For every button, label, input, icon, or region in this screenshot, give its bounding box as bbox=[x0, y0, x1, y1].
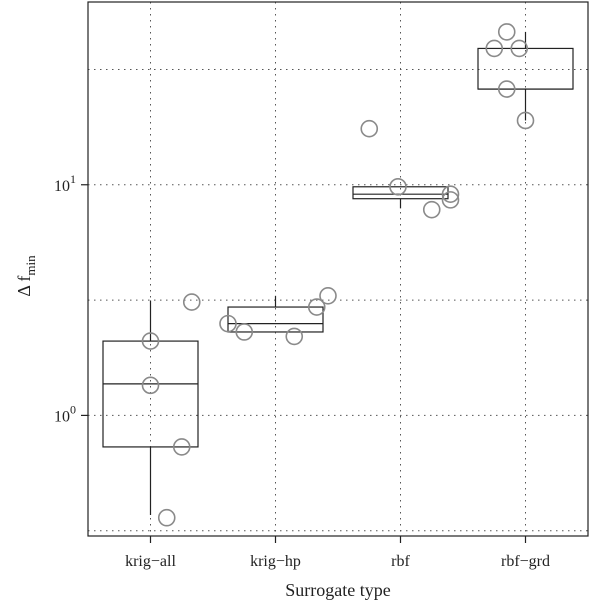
x-tick-label: rbf−grd bbox=[501, 553, 550, 570]
data-point bbox=[285, 327, 304, 346]
data-point bbox=[172, 438, 191, 456]
grid-layer bbox=[88, 2, 588, 536]
x-tick-label: krig−hp bbox=[250, 553, 301, 570]
data-point bbox=[182, 293, 201, 311]
y-tick-exponent: 1 bbox=[70, 172, 76, 186]
y-axis-title-subscript: min bbox=[23, 255, 38, 276]
data-point bbox=[485, 39, 504, 58]
data-point bbox=[219, 314, 237, 333]
data-point bbox=[307, 298, 326, 316]
y-tick-label: 101 bbox=[54, 172, 76, 195]
x-tick-label: rbf bbox=[391, 553, 410, 570]
box-iqr bbox=[102, 340, 199, 448]
y-tick-base: 10 bbox=[54, 408, 70, 425]
x-axis-title: Surrogate type bbox=[285, 580, 390, 600]
point-layer bbox=[141, 23, 535, 527]
y-tick-base: 10 bbox=[54, 178, 70, 195]
box-3 bbox=[477, 31, 574, 121]
box-iqr bbox=[227, 306, 324, 333]
box-0 bbox=[102, 300, 199, 515]
data-point bbox=[441, 191, 460, 209]
y-axis-title-main: Δ f bbox=[14, 276, 34, 297]
y-tick-label: 100 bbox=[54, 402, 76, 425]
data-point bbox=[157, 508, 176, 527]
data-point bbox=[510, 39, 529, 58]
data-point bbox=[441, 185, 460, 204]
box-2 bbox=[352, 186, 449, 209]
data-point bbox=[141, 332, 160, 350]
y-tick-exponent: 0 bbox=[70, 402, 76, 416]
data-point bbox=[422, 200, 441, 219]
data-point bbox=[389, 177, 407, 196]
x-tick-layer: krig−all krig−hp rbf rbf−grd bbox=[125, 536, 550, 570]
y-axis-title: Δ fmin bbox=[14, 255, 38, 297]
data-point bbox=[516, 111, 535, 130]
data-point bbox=[141, 376, 160, 395]
data-point bbox=[497, 80, 516, 98]
plot-frame bbox=[87, 1, 589, 537]
x-tick-label: krig−all bbox=[125, 553, 176, 570]
data-point bbox=[497, 23, 516, 41]
data-point bbox=[319, 287, 337, 305]
box-layer bbox=[102, 31, 574, 515]
data-point bbox=[235, 323, 254, 341]
data-point bbox=[360, 119, 379, 138]
